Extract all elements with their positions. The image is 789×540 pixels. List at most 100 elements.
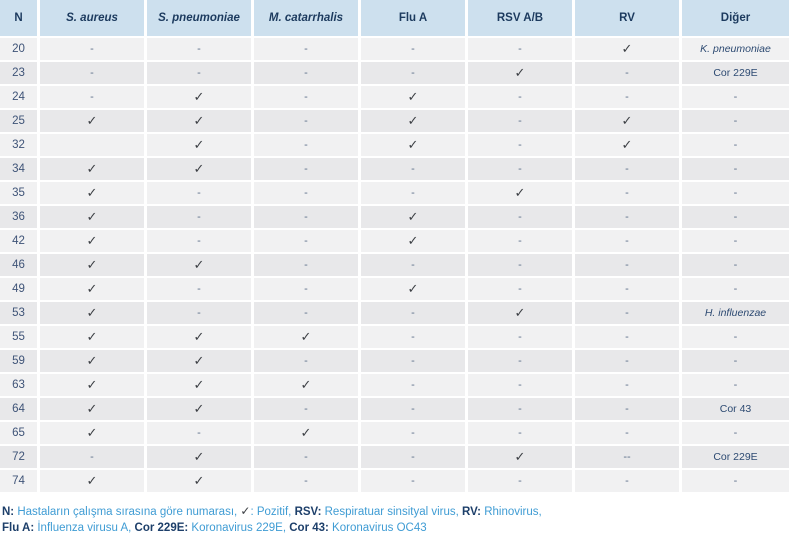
result-cell: -	[468, 422, 575, 446]
result-cell: -	[361, 446, 468, 470]
result-cell: ✓	[40, 422, 147, 446]
other-pathogen-label: -	[733, 235, 738, 247]
result-cell: -	[147, 230, 254, 254]
table-row: 36 ✓ - - ✓ - - -	[0, 206, 789, 230]
dash-mark: -	[518, 331, 522, 343]
result-cell: -	[254, 38, 361, 62]
result-cell: -	[361, 422, 468, 446]
result-cell: ✓	[147, 350, 254, 374]
check-icon: ✓	[193, 377, 205, 392]
dash-mark: -	[625, 379, 629, 391]
check-icon: ✓	[86, 257, 98, 272]
table-row: 64 ✓ ✓ - - - - Cor 43	[0, 398, 789, 422]
result-cell: -	[254, 470, 361, 494]
patient-number-cell: 55	[0, 326, 40, 350]
result-cell: ✓	[40, 230, 147, 254]
other-pathogen-cell: H. influenzae	[682, 302, 789, 326]
other-pathogen-label: Cor 229E	[713, 451, 758, 463]
result-cell: ✓	[147, 446, 254, 470]
result-cell: ✓	[575, 134, 682, 158]
dash-mark: -	[411, 307, 415, 319]
dash-mark: -	[304, 115, 308, 127]
result-cell: ✓	[40, 470, 147, 494]
patient-number-cell: 49	[0, 278, 40, 302]
other-pathogen-cell: -	[682, 110, 789, 134]
check-icon: ✓	[407, 137, 419, 152]
dash-mark: -	[518, 355, 522, 367]
result-cell: ✓	[147, 254, 254, 278]
result-cell: -	[575, 278, 682, 302]
result-cell: ✓	[147, 158, 254, 182]
other-pathogen-cell: Cor 229E	[682, 62, 789, 86]
other-pathogen-label: -	[733, 91, 738, 103]
result-cell: -	[575, 326, 682, 350]
result-cell: ✓	[147, 470, 254, 494]
result-cell: -	[361, 38, 468, 62]
table-row: 32 ✓ - ✓ - ✓ -	[0, 134, 789, 158]
patient-number-cell: 25	[0, 110, 40, 134]
dash-mark: -	[625, 235, 629, 247]
patient-number-cell: 59	[0, 350, 40, 374]
dash-mark: -	[625, 475, 629, 487]
check-icon: ✓	[240, 504, 251, 518]
dash-mark: -	[518, 163, 522, 175]
other-pathogen-cell: Cor 229E	[682, 446, 789, 470]
other-pathogen-cell: K. pneumoniae	[682, 38, 789, 62]
table-row: 23 - - - - ✓ - Cor 229E	[0, 62, 789, 86]
result-cell: ✓	[575, 110, 682, 134]
dash-mark: -	[197, 67, 201, 79]
other-pathogen-cell: Cor 43	[682, 398, 789, 422]
other-pathogen-cell: -	[682, 422, 789, 446]
other-pathogen-label: -	[733, 379, 738, 391]
patient-number-cell: 36	[0, 206, 40, 230]
dash-mark: -	[518, 475, 522, 487]
result-cell: ✓	[361, 230, 468, 254]
header-row: N S. aureus S. pneumoniae M. catarrhalis Flu…	[0, 0, 789, 38]
patient-number-cell: 72	[0, 446, 40, 470]
result-cell: -	[254, 302, 361, 326]
result-cell: -	[361, 158, 468, 182]
result-cell: -	[254, 206, 361, 230]
dash-mark: -	[197, 427, 201, 439]
patient-number-cell: 23	[0, 62, 40, 86]
check-icon: ✓	[193, 401, 205, 416]
dash-mark: -	[304, 355, 308, 367]
result-cell: -	[40, 62, 147, 86]
result-cell: ✓	[40, 206, 147, 230]
column-header-rsv-a-b: RSV A/B	[468, 0, 575, 38]
check-icon: ✓	[86, 353, 98, 368]
patient-number-cell: 53	[0, 302, 40, 326]
result-cell: -	[575, 302, 682, 326]
column-header-m-catarrhalis: M. catarrhalis	[254, 0, 361, 38]
result-cell: ✓	[40, 110, 147, 134]
result-cell: -	[468, 230, 575, 254]
dash-mark: -	[411, 259, 415, 271]
dash-mark: -	[625, 307, 629, 319]
patient-number-cell: 24	[0, 86, 40, 110]
dash-mark: -	[518, 91, 522, 103]
check-icon: ✓	[86, 185, 98, 200]
result-cell: -	[575, 254, 682, 278]
footnote-term: RSV:	[294, 506, 322, 518]
column-header-s-pneumoniae: S. pneumoniae	[147, 0, 254, 38]
result-cell: -	[468, 278, 575, 302]
footnote-term: N:	[2, 506, 15, 518]
dash-mark: -	[625, 187, 629, 199]
result-cell: -	[361, 350, 468, 374]
check-icon: ✓	[300, 425, 312, 440]
other-pathogen-label: H. influenzae	[704, 307, 767, 319]
patient-number-cell: 64	[0, 398, 40, 422]
result-cell: -	[468, 86, 575, 110]
check-icon: ✓	[193, 449, 205, 464]
check-icon: ✓	[193, 89, 205, 104]
result-cell: -	[361, 398, 468, 422]
dash-mark: -	[518, 235, 522, 247]
dash-mark: -	[411, 379, 415, 391]
table-row: 55 ✓ ✓ ✓ - - - -	[0, 326, 789, 350]
footnote-text: : Pozitif,	[250, 506, 295, 518]
other-pathogen-cell: -	[682, 86, 789, 110]
result-cell: -	[468, 206, 575, 230]
result-cell: -	[468, 110, 575, 134]
result-cell: -	[361, 182, 468, 206]
dash-mark: -	[625, 331, 629, 343]
